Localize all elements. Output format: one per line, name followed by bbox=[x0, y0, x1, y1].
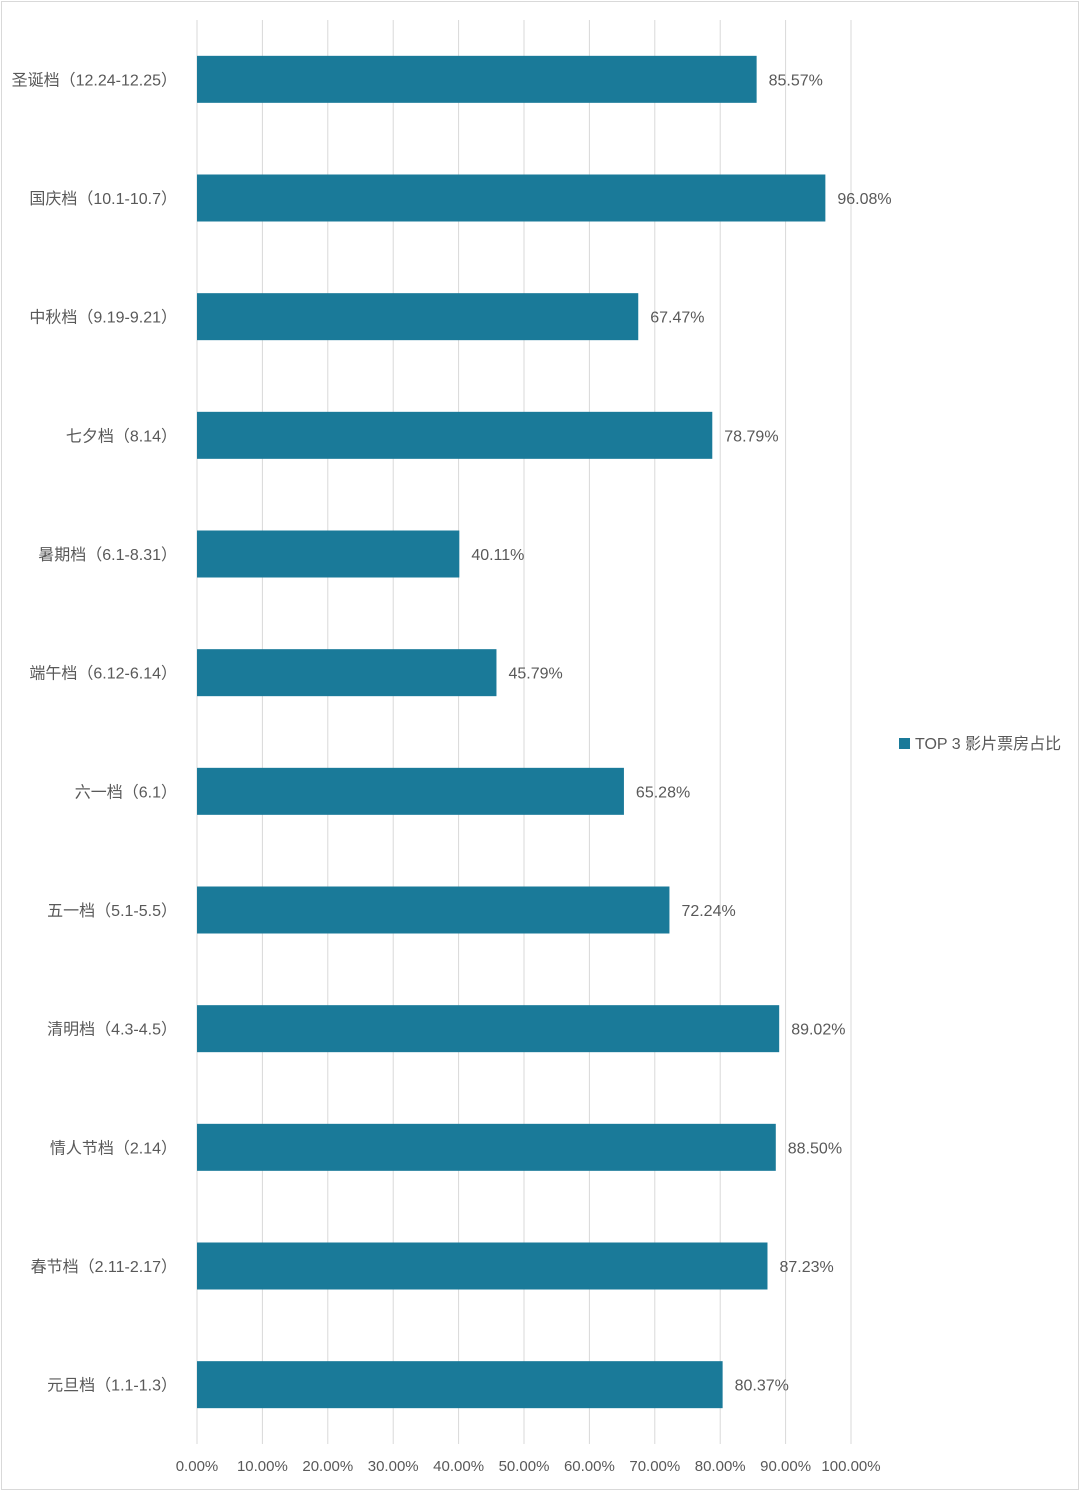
data-label: 85.57% bbox=[769, 72, 823, 89]
data-label: 78.79% bbox=[724, 428, 778, 445]
bar bbox=[197, 886, 670, 934]
category-label: 七夕档（8.14） bbox=[66, 427, 177, 445]
category-label: 暑期档（6.1-8.31） bbox=[38, 546, 177, 564]
bar bbox=[197, 1005, 780, 1053]
x-tick-label: 100.00% bbox=[821, 1458, 880, 1475]
x-tick-label: 0.00% bbox=[176, 1458, 219, 1475]
data-label: 65.28% bbox=[636, 784, 690, 801]
category-label: 清明档（4.3-4.5） bbox=[47, 1021, 177, 1039]
category-label: 国庆档（10.1-10.7） bbox=[29, 190, 177, 208]
data-label: 88.50% bbox=[788, 1140, 842, 1157]
bar bbox=[197, 1361, 723, 1409]
x-tick-label: 80.00% bbox=[695, 1458, 746, 1475]
x-tick-label: 90.00% bbox=[760, 1458, 811, 1475]
data-label: 72.24% bbox=[681, 903, 735, 920]
data-label: 67.47% bbox=[650, 310, 704, 327]
x-tick-label: 60.00% bbox=[564, 1458, 615, 1475]
data-label: 96.08% bbox=[837, 191, 891, 208]
data-label: 40.11% bbox=[471, 547, 524, 564]
legend-label: TOP 3 影片票房占比 bbox=[915, 735, 1061, 753]
x-tick-label: 10.00% bbox=[237, 1458, 288, 1475]
data-label: 89.02% bbox=[791, 1022, 845, 1039]
category-label: 情人节档（2.14） bbox=[50, 1139, 177, 1157]
bar bbox=[197, 767, 624, 815]
category-label: 中秋档（9.19-9.21） bbox=[29, 309, 177, 327]
category-label: 五一档（5.1-5.5） bbox=[47, 902, 177, 920]
bar bbox=[197, 174, 826, 222]
bar bbox=[197, 55, 757, 103]
category-label: 春节档（2.11-2.17） bbox=[31, 1258, 177, 1276]
x-tick-label: 30.00% bbox=[368, 1458, 419, 1475]
bar bbox=[197, 1242, 768, 1290]
bar bbox=[197, 649, 497, 697]
bar bbox=[197, 1123, 776, 1171]
data-label: 87.23% bbox=[779, 1259, 833, 1276]
bar bbox=[197, 293, 639, 341]
bar bbox=[197, 411, 713, 459]
category-label: 端午档（6.12-6.14） bbox=[29, 665, 177, 683]
x-tick-label: 70.00% bbox=[629, 1458, 680, 1475]
data-label: 45.79% bbox=[508, 666, 562, 683]
legend-swatch bbox=[899, 738, 910, 749]
x-tick-label: 50.00% bbox=[499, 1458, 550, 1475]
category-label: 元旦档（1.1-1.3） bbox=[47, 1377, 177, 1395]
data-label: 80.37% bbox=[735, 1378, 789, 1395]
category-label: 圣诞档（12.24-12.25） bbox=[12, 71, 177, 89]
category-label: 六一档（6.1） bbox=[75, 783, 177, 801]
x-tick-label: 20.00% bbox=[302, 1458, 353, 1475]
x-tick-label: 40.00% bbox=[433, 1458, 484, 1475]
bar bbox=[197, 530, 460, 578]
